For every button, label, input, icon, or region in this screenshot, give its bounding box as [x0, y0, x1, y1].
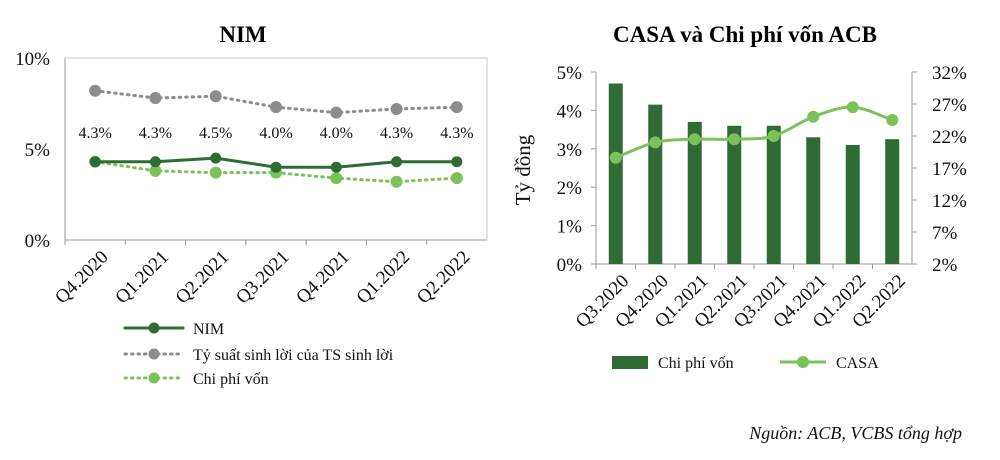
chart1-x-tick-label: Q1.2022 [353, 247, 415, 309]
source-note: Nguồn: ACB, VCBS tổng hợp [749, 423, 962, 443]
chart1-x-tick-label: Q3.2021 [232, 247, 294, 309]
chart2-legend-marker [797, 356, 809, 368]
chart1-point [450, 172, 463, 185]
chart1-data-label: 4.5% [199, 125, 232, 142]
chart2-title: CASA và Chi phí vốn ACB [613, 22, 877, 47]
chart1-point [391, 156, 403, 168]
chart2-y-tick-label-left: 3% [557, 140, 583, 161]
chart1-point [149, 92, 162, 105]
chart2-y-tick-label-right: 17% [932, 159, 967, 180]
chart2-bar [608, 83, 623, 265]
chart2-bar [885, 139, 900, 264]
chart1-x-tick-label: Q4.2020 [51, 247, 113, 309]
chart1-point [149, 164, 162, 177]
chart1-title: NIM [219, 22, 267, 47]
chart2-bar [648, 104, 663, 264]
chart2-y-tick-label-right: 22% [932, 127, 967, 148]
chart1-point [330, 106, 343, 119]
chart2-bar [687, 121, 702, 264]
chart2-casa-point [767, 130, 780, 142]
chart2-y-tick-label-left: 4% [557, 101, 583, 122]
chart2-y-tick-label-left: 0% [557, 255, 583, 276]
chart1-point [210, 152, 222, 164]
chart2-bar [727, 125, 742, 264]
chart2-ylabel: Tỷ đồng [511, 134, 535, 205]
chart1-point [209, 90, 222, 103]
chart1-data-label: 4.0% [259, 125, 292, 142]
chart2-y-tick-label-right: 27% [932, 95, 967, 116]
chart1-legend-marker [148, 322, 160, 334]
chart1-legend-label: NIM [193, 321, 224, 338]
chart2-casa-point [609, 151, 622, 164]
chart1-plot-area: 0% 5% 10% Q4.2020Q1.2021Q2.2021Q3.2021Q4.20… [15, 49, 488, 309]
chart2-y-tick-label-right: 7% [932, 223, 958, 244]
chart2-y-tick-label-left: 5% [557, 63, 583, 84]
chart1-data-label: 4.3% [440, 125, 473, 142]
chart2-legend-label: Chi phí vốn [658, 355, 734, 372]
chart2-legend: Chi phí vốn CASA [612, 355, 879, 372]
chart2-casa-point [649, 136, 662, 149]
chart1-y-tick-label: 5% [25, 140, 51, 161]
chart1-marks: 4.3% 4.3% 4.5% 4.0% 4.0% 4.3% 4.3% [78, 84, 474, 188]
chart1-point [209, 166, 222, 179]
chart2-casa-point [886, 114, 899, 126]
chart1-point [390, 102, 403, 115]
chart2-y-tick-label-left: 1% [557, 217, 583, 238]
chart1-point [330, 172, 343, 185]
chart1-data-label: 4.3% [78, 125, 111, 142]
chart1-x-tick-label: Q2.2021 [172, 247, 234, 309]
chart1-y-tick-label: 10% [15, 49, 50, 70]
chart1-legend: NIM Tỷ suất sinh lời của TS sinh lời Chi p… [123, 321, 394, 388]
chart1-point [450, 101, 463, 114]
chart2-bar [845, 144, 860, 264]
chart2-bar [766, 125, 781, 264]
chart1-data-label: 4.0% [320, 125, 353, 142]
chart1-data-label: 4.3% [139, 125, 172, 142]
chart2-casa-point [728, 133, 741, 146]
chart2-y-tick-label-right: 12% [932, 191, 967, 212]
chart1-point [390, 175, 403, 188]
chart1-x-tick-label: Q2.2022 [413, 247, 475, 309]
chart2-marks [608, 83, 900, 265]
chart1-point [89, 84, 102, 97]
chart1-y-tick-label: 0% [25, 231, 51, 252]
chart1-frame [64, 57, 488, 241]
chart2-y-tick-label-right: 32% [932, 63, 967, 84]
chart2-y-tick-label-right: 2% [932, 255, 958, 276]
chart1-point [451, 156, 463, 168]
chart2-y-tick-label-left: 2% [557, 178, 583, 199]
chart1-x-tick-label: Q1.2021 [111, 247, 173, 309]
chart2-legend-swatch-bar [612, 356, 648, 369]
chart1-point [330, 161, 342, 173]
chart1-legend-marker [148, 348, 160, 360]
chart1-legend-label: Tỷ suất sinh lời của TS sinh lời [193, 347, 394, 364]
chart1-point [149, 156, 161, 168]
chart1-legend-marker [148, 372, 160, 384]
chart2-casa-point [807, 110, 820, 123]
chart2-casa-point [688, 133, 701, 146]
chart2-bar [806, 137, 821, 264]
chart1-x-tick-label: Q4.2021 [292, 247, 354, 309]
chart1-point [89, 156, 101, 168]
chart2-legend-label: CASA [836, 355, 879, 372]
chart1-point [270, 101, 282, 114]
chart1-legend-label: Chi phí vốn [193, 371, 269, 388]
chart2-casa-point [846, 101, 859, 114]
chart1-data-label: 4.3% [380, 125, 413, 142]
chart1-point [270, 161, 282, 173]
